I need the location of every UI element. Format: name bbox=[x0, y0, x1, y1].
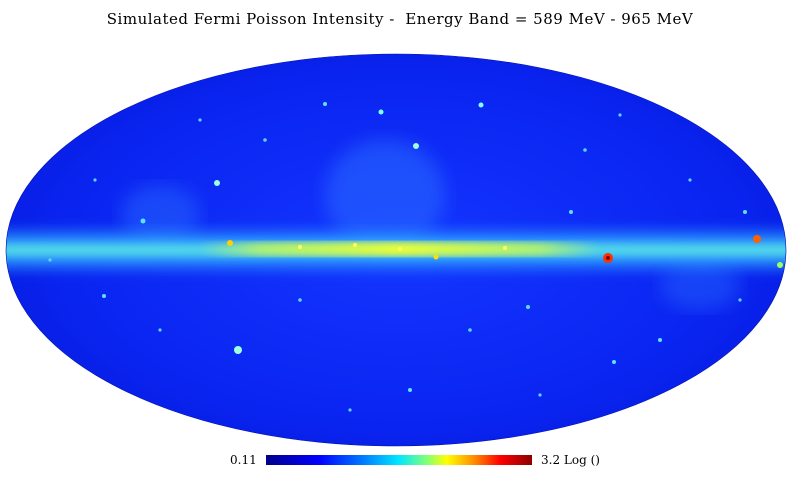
point-source bbox=[618, 113, 622, 117]
point-source bbox=[298, 298, 302, 302]
point-source bbox=[378, 109, 384, 115]
colorbar-max-label: 3.2 Log () bbox=[541, 453, 600, 467]
point-source bbox=[214, 180, 220, 186]
point-source bbox=[583, 148, 587, 152]
point-source bbox=[348, 408, 352, 412]
point-source bbox=[158, 328, 162, 332]
point-source bbox=[227, 240, 233, 246]
point-source bbox=[612, 360, 616, 364]
point-source bbox=[102, 294, 106, 298]
colorbar bbox=[266, 455, 532, 465]
point-source bbox=[413, 143, 419, 149]
point-source bbox=[777, 262, 783, 268]
point-source bbox=[468, 328, 472, 332]
point-source bbox=[93, 178, 97, 182]
point-source bbox=[478, 102, 484, 108]
point-source bbox=[353, 243, 357, 247]
point-source bbox=[323, 102, 327, 106]
point-source bbox=[234, 346, 242, 354]
point-source bbox=[140, 218, 146, 224]
point-source bbox=[606, 256, 610, 260]
point-source bbox=[433, 254, 439, 260]
map-title: Simulated Fermi Poisson Intensity - Ener… bbox=[106, 10, 694, 28]
point-source bbox=[688, 178, 692, 182]
point-source bbox=[198, 118, 202, 122]
map-boundary bbox=[5, 53, 787, 447]
point-source bbox=[538, 393, 542, 397]
point-sources bbox=[48, 102, 783, 412]
point-source bbox=[263, 138, 267, 142]
point-source bbox=[298, 245, 302, 249]
point-source bbox=[526, 305, 530, 309]
point-source bbox=[48, 258, 52, 262]
point-source bbox=[408, 388, 412, 392]
point-source bbox=[503, 246, 507, 250]
point-source bbox=[743, 210, 747, 214]
point-source bbox=[398, 247, 402, 251]
point-source bbox=[658, 338, 662, 342]
point-source bbox=[753, 235, 761, 243]
point-source bbox=[569, 210, 573, 214]
point-source bbox=[738, 298, 742, 302]
colorbar-min-label: 0.11 bbox=[230, 453, 257, 467]
